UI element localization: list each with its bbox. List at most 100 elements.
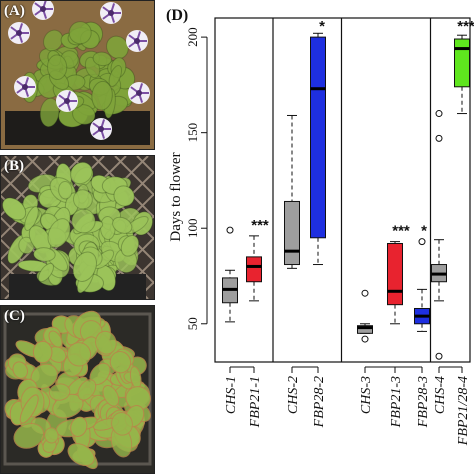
- leaf: [120, 234, 140, 257]
- leaf: [46, 54, 68, 80]
- leaf: [95, 330, 117, 355]
- box-chs-3: [357, 289, 373, 343]
- leaf: [43, 29, 64, 52]
- leaf: [48, 383, 71, 401]
- leaf: [13, 423, 45, 449]
- panel-label-b: (B): [4, 158, 24, 174]
- leaf: [69, 161, 93, 185]
- box-fbp28-3: *: [414, 223, 430, 332]
- petunia-flower: [56, 90, 78, 112]
- leaf: [67, 443, 95, 467]
- box-fbp21-1: ***: [246, 217, 269, 302]
- y-axis: 50 100 150 200: [185, 27, 208, 330]
- leaf: [33, 247, 56, 262]
- y-tick-label: 100: [185, 218, 200, 238]
- petunia-flower: [100, 2, 122, 24]
- category-label: CHS-3: [359, 376, 374, 414]
- significance-label: ***: [392, 223, 410, 240]
- box-chs-4: [431, 110, 447, 360]
- photo-panel-b: (B): [0, 155, 155, 300]
- significance-label: *: [319, 18, 325, 35]
- box-chs-2: [284, 114, 300, 269]
- leaf: [38, 262, 54, 283]
- significance-label: ***: [457, 18, 474, 35]
- days-to-flower-boxplot: (D) Days to flower 50 100 150 200 CHS-1 *** F…: [166, 7, 474, 446]
- y-tick-label: 150: [185, 123, 200, 143]
- leaf: [32, 340, 53, 364]
- category-label: FBP21/28-4: [456, 376, 471, 446]
- leaf: [112, 216, 133, 234]
- category-label: CHS-4: [433, 376, 448, 414]
- panel-label-a: (A): [4, 3, 25, 19]
- outlier-point: [361, 289, 369, 297]
- leaf: [113, 185, 135, 207]
- y-axis-label: Days to flower: [168, 152, 184, 241]
- plant-photo-a: [1, 1, 154, 149]
- outlier-point: [361, 335, 369, 343]
- panel-label-d: (D): [166, 7, 188, 24]
- leaf: [92, 51, 112, 67]
- leaf: [111, 411, 133, 436]
- petunia-flower: [32, 1, 54, 20]
- leaf: [19, 394, 39, 424]
- petunia-flower: [8, 22, 30, 44]
- plant-photo-b: [1, 156, 154, 299]
- plot-area: CHS-1 *** FBP21-1 CHS-2 * FBP28-2 CHS-3 *** FBP2…: [214, 17, 474, 446]
- photo-panel-c: (C): [0, 305, 155, 474]
- significance-label: *: [421, 223, 427, 240]
- leaf: [77, 379, 97, 401]
- box-body: [310, 36, 326, 239]
- leaf: [66, 342, 92, 367]
- category-label: FBP28-2: [312, 376, 327, 428]
- leaf: [91, 80, 113, 111]
- outlier-point: [435, 352, 443, 360]
- box-body: [387, 243, 403, 306]
- leaf: [58, 181, 73, 200]
- outlier-point: [435, 110, 443, 118]
- leaf: [39, 97, 60, 128]
- category-label: FBP21-3: [389, 376, 404, 428]
- petunia-flower: [128, 82, 150, 104]
- plot-frame: [214, 17, 471, 363]
- box-fbp21-28-4: ***: [454, 18, 474, 115]
- box-body: [246, 256, 262, 283]
- box-chs-1: [222, 226, 238, 323]
- leaf: [24, 206, 39, 231]
- category-label: CHS-2: [286, 376, 301, 414]
- leaf: [44, 427, 59, 444]
- outlier-point: [226, 226, 234, 234]
- y-tick-label: 50: [185, 317, 200, 330]
- panel-label-c: (C): [4, 308, 25, 324]
- petunia-flower: [90, 118, 112, 140]
- leaf: [72, 251, 97, 282]
- leaf: [12, 361, 28, 379]
- leaf: [2, 197, 27, 221]
- petunia-flower: [126, 30, 148, 52]
- significance-label: ***: [251, 217, 269, 234]
- petunia-flower: [14, 76, 36, 98]
- leaf: [71, 208, 96, 234]
- leaf: [70, 416, 88, 437]
- leaf: [47, 218, 71, 249]
- category-label: CHS-1: [224, 376, 239, 414]
- leaf: [108, 65, 123, 87]
- category-label: FBP28-3: [416, 376, 431, 428]
- box-body: [284, 200, 300, 266]
- plant-photo-c: [1, 306, 154, 473]
- leaf: [72, 104, 96, 125]
- leaf: [72, 189, 93, 210]
- category-label: FBP21-1: [248, 376, 263, 428]
- box-body: [357, 325, 373, 334]
- outlier-point: [418, 238, 426, 246]
- leaf: [109, 351, 132, 374]
- photo-panel-a: (A): [0, 0, 155, 150]
- outlier-point: [435, 134, 443, 142]
- y-tick-label: 200: [185, 27, 200, 47]
- leaf: [48, 330, 63, 348]
- box-body: [454, 38, 470, 88]
- leaf: [102, 385, 120, 407]
- leaf: [106, 35, 129, 60]
- leaf: [68, 21, 92, 45]
- box-fbp28-2: *: [310, 18, 326, 266]
- box-fbp21-3: ***: [387, 223, 410, 325]
